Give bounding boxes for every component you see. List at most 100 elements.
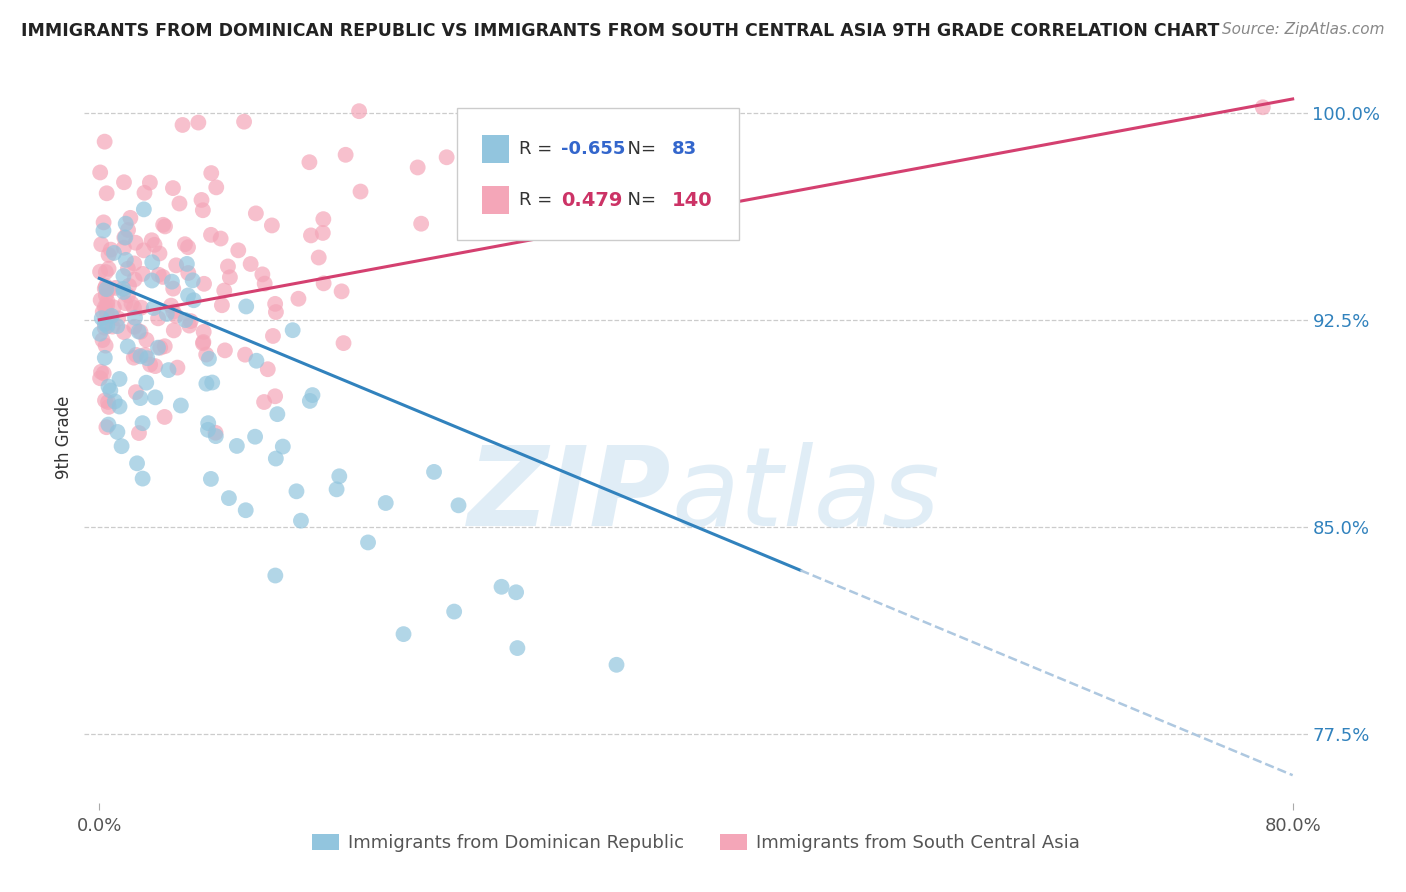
- Point: [125, 456, 148, 470]
- Point: [153, 339, 176, 353]
- Point: [115, 252, 138, 267]
- Point: [104, 281, 127, 295]
- Point: [198, 351, 221, 366]
- Point: [187, 115, 209, 129]
- Point: [120, 211, 142, 225]
- Point: [287, 292, 309, 306]
- Point: [108, 372, 131, 386]
- Point: [94, 300, 117, 314]
- Point: [458, 190, 481, 204]
- Point: [217, 260, 239, 274]
- Point: [308, 251, 330, 265]
- Point: [204, 425, 226, 440]
- Point: [176, 257, 198, 271]
- Point: [101, 319, 124, 334]
- Point: [235, 300, 257, 314]
- Point: [110, 439, 132, 453]
- Point: [170, 399, 193, 413]
- Point: [152, 269, 174, 284]
- Point: [165, 258, 187, 272]
- Point: [129, 391, 152, 405]
- Point: [197, 416, 219, 430]
- Point: [179, 318, 201, 333]
- Point: [103, 246, 125, 260]
- Point: [162, 181, 184, 195]
- Point: [256, 362, 278, 376]
- Text: ZIP: ZIP: [468, 442, 672, 549]
- Point: [233, 348, 256, 362]
- Point: [107, 425, 129, 439]
- Point: [160, 275, 183, 289]
- Point: [264, 297, 287, 311]
- Point: [266, 407, 288, 421]
- Text: 83: 83: [672, 140, 696, 158]
- Point: [149, 341, 172, 355]
- Text: 140: 140: [672, 191, 711, 210]
- Point: [392, 627, 415, 641]
- Point: [605, 657, 627, 672]
- Point: [94, 282, 117, 296]
- Point: [139, 358, 162, 372]
- Text: N=: N=: [616, 140, 662, 158]
- Point: [143, 237, 166, 252]
- Point: [118, 278, 141, 293]
- Point: [335, 148, 357, 162]
- Point: [135, 333, 157, 347]
- Point: [143, 390, 166, 404]
- Point: [190, 193, 212, 207]
- Point: [298, 155, 321, 169]
- Point: [117, 261, 139, 276]
- Point: [162, 282, 184, 296]
- Point: [204, 429, 226, 443]
- Point: [193, 277, 215, 291]
- Point: [96, 298, 118, 312]
- Point: [108, 400, 131, 414]
- Point: [191, 203, 214, 218]
- Point: [131, 416, 153, 430]
- Point: [129, 301, 152, 315]
- Point: [104, 394, 127, 409]
- Point: [128, 425, 150, 440]
- Point: [89, 165, 111, 179]
- Point: [112, 285, 135, 299]
- Point: [98, 384, 121, 398]
- Point: [96, 319, 118, 334]
- Point: [114, 296, 136, 310]
- Point: [157, 363, 180, 377]
- Point: [312, 277, 335, 291]
- Point: [114, 217, 136, 231]
- Point: [262, 329, 284, 343]
- FancyBboxPatch shape: [457, 108, 738, 240]
- Point: [239, 257, 262, 271]
- Point: [142, 301, 165, 315]
- Point: [114, 230, 136, 244]
- Point: [245, 206, 267, 220]
- Point: [235, 503, 257, 517]
- Point: [1251, 100, 1274, 114]
- Point: [117, 288, 139, 302]
- Point: [122, 301, 145, 315]
- Point: [423, 465, 446, 479]
- Point: [124, 235, 146, 250]
- Point: [97, 261, 120, 276]
- Point: [160, 299, 183, 313]
- Point: [181, 273, 204, 287]
- Text: 0.479: 0.479: [561, 191, 623, 210]
- Point: [97, 395, 120, 409]
- Point: [132, 202, 155, 217]
- Point: [93, 367, 115, 381]
- Point: [191, 336, 214, 351]
- Point: [125, 348, 148, 362]
- Point: [96, 186, 118, 201]
- Y-axis label: 9th Grade: 9th Grade: [55, 395, 73, 479]
- Point: [193, 334, 215, 349]
- Point: [491, 580, 513, 594]
- Point: [148, 246, 170, 260]
- Point: [136, 351, 159, 366]
- Text: R =: R =: [519, 140, 558, 158]
- Point: [162, 304, 184, 318]
- Point: [225, 439, 247, 453]
- Point: [105, 319, 128, 334]
- Point: [90, 237, 112, 252]
- Point: [97, 379, 120, 393]
